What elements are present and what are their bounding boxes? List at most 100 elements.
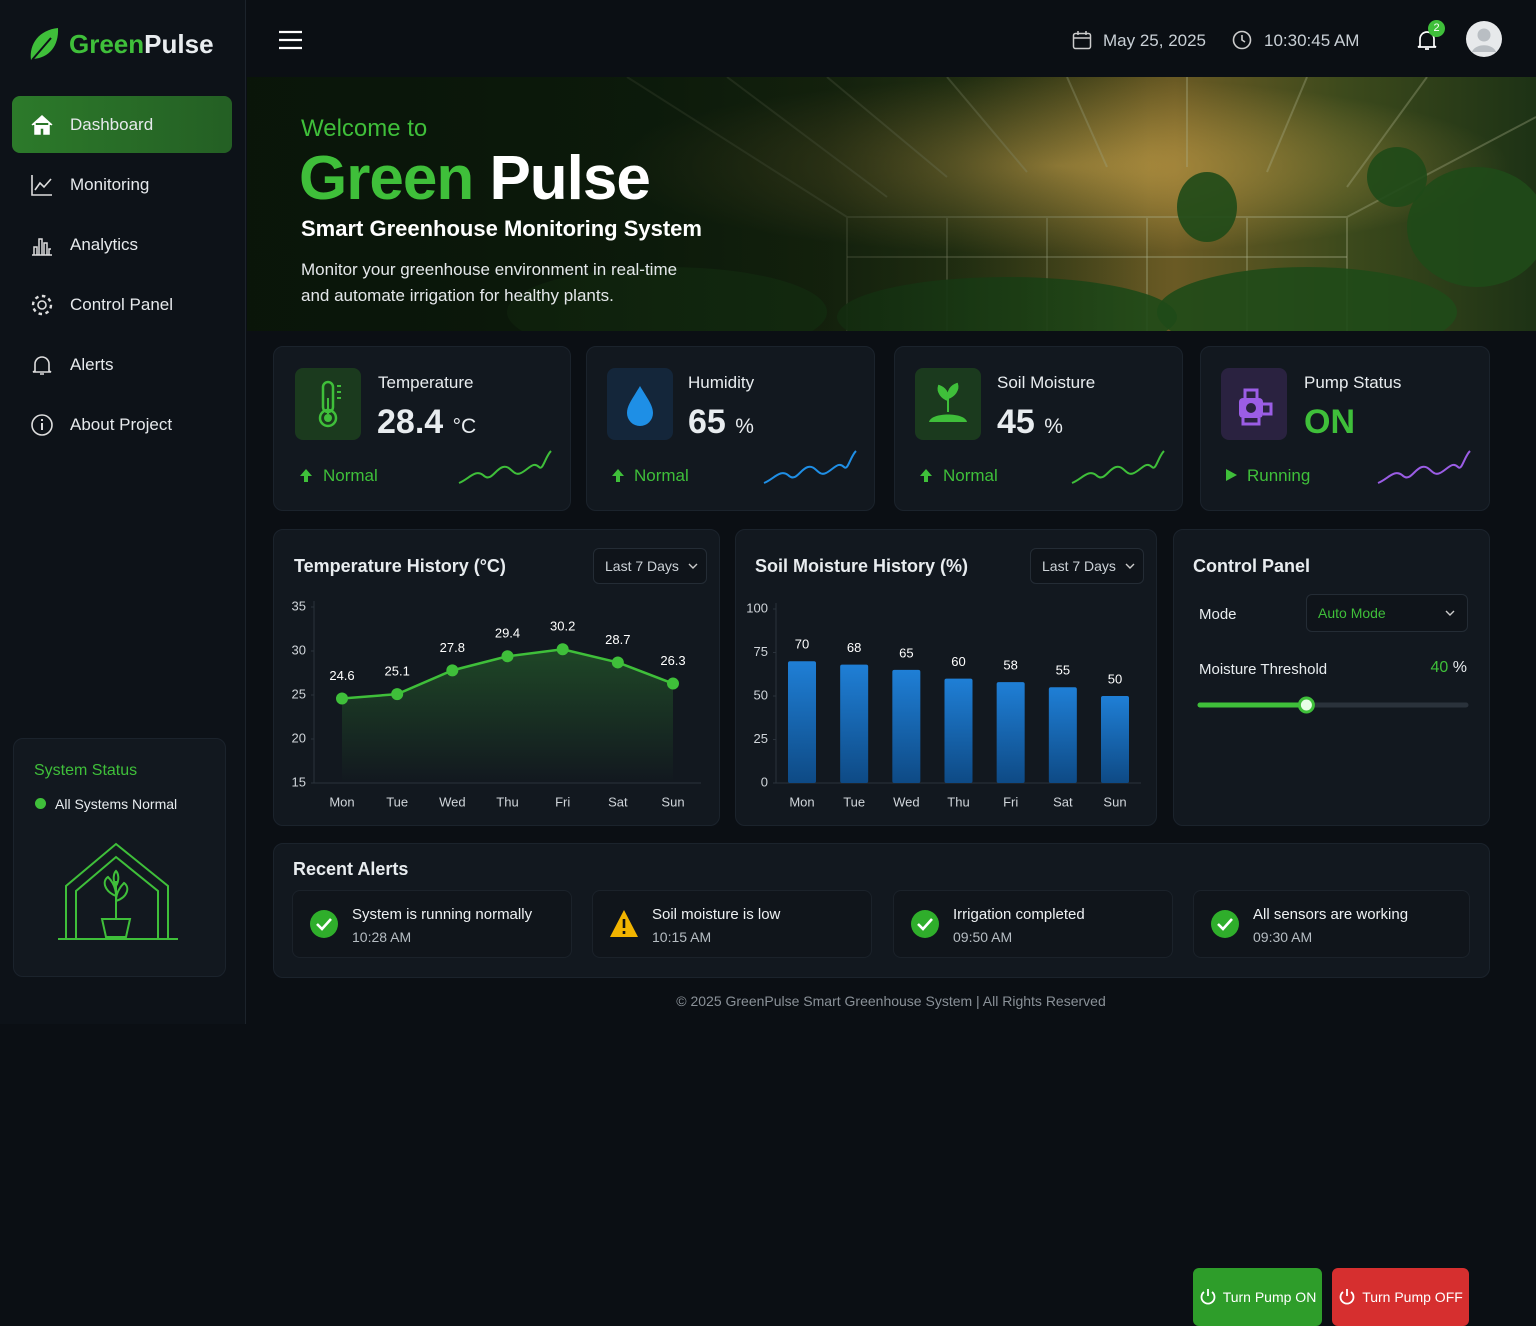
data-label: 55 [1056, 663, 1070, 678]
sparkline [458, 450, 552, 484]
metric-label: Temperature [378, 373, 474, 392]
data-label: 26.3 [660, 653, 685, 668]
calendar-icon [1072, 31, 1092, 50]
metric-number: 28.4 [377, 403, 444, 441]
bar [892, 669, 921, 783]
status-dot [35, 798, 46, 809]
data-label: 24.6 [329, 668, 354, 683]
data-label: 27.8 [440, 640, 465, 655]
data-label: 29.4 [495, 626, 520, 641]
mode-label: Mode [1199, 606, 1237, 623]
x-tick-label: Fri [555, 794, 570, 809]
range-dropdown[interactable]: Last 7 Days [593, 548, 707, 584]
notification-badge: 2 [1428, 20, 1445, 37]
sidebar: GreenPulse Dashboard Monitoring Analytic… [0, 0, 246, 1024]
x-tick-label: Fri [1003, 794, 1018, 809]
header-time: 10:30:45 AM [1264, 31, 1360, 50]
hero-image [247, 77, 1536, 331]
point [611, 656, 624, 669]
metric-icon [915, 368, 981, 440]
bar [840, 664, 869, 783]
chart-title: Temperature History (°C) [294, 556, 506, 576]
alert-text: All sensors are working [1253, 906, 1409, 923]
y-tick-label: 20 [292, 730, 306, 745]
y-tick-label: 0 [761, 774, 768, 789]
control-panel-title: Control Panel [1193, 556, 1311, 576]
nav-label: Alerts [70, 354, 114, 374]
alert-text: Soil moisture is low [652, 906, 781, 923]
point [501, 650, 514, 663]
dropdown-label: Last 7 Days [1042, 558, 1116, 574]
data-label: 68 [847, 640, 861, 655]
alert-item: All sensors are working 09:30 AM [1193, 890, 1470, 958]
metric-label: Soil Moisture [997, 373, 1096, 392]
logo-part: Pulse [144, 29, 214, 59]
system-status-title: System Status [34, 762, 138, 779]
sparkline [1071, 450, 1165, 484]
threshold-slider[interactable] [1194, 694, 1474, 718]
x-tick-label: Tue [843, 794, 865, 809]
point [336, 692, 348, 705]
nav-item[interactable]: Alerts [12, 336, 232, 393]
metric-card: Humidity 65 % Normal [586, 346, 875, 511]
x-tick-label: Thu [496, 794, 518, 809]
nav-item[interactable]: Dashboard [12, 96, 232, 153]
mode-value: Auto Mode [1318, 605, 1386, 621]
metric-unit: °C [452, 415, 477, 438]
nav-label: Monitoring [70, 174, 150, 194]
hero-description: Monitor your greenhouse environment in r… [301, 260, 678, 305]
range-dropdown[interactable]: Last 7 Days [1030, 548, 1144, 584]
y-tick-label: 35 [292, 598, 306, 613]
status-arrow [920, 469, 932, 482]
user-avatar[interactable] [1466, 21, 1502, 57]
hero-welcome: Welcome to [301, 115, 428, 142]
top-bar: May 25, 2025 10:30:45 AM 2 [246, 0, 1536, 77]
x-tick-label: Sat [1053, 794, 1073, 809]
metric-value: 28.4 °C [377, 403, 476, 442]
clock-icon [1232, 30, 1252, 50]
status-arrow [300, 469, 312, 482]
pump-on-button[interactable]: Turn Pump ON [1193, 1268, 1322, 1326]
nav-item[interactable]: Analytics [12, 216, 232, 273]
metric-status: Normal [323, 466, 378, 485]
mode-dropdown[interactable]: Auto Mode [1306, 594, 1468, 632]
pump-off-button[interactable]: Turn Pump OFF [1332, 1268, 1469, 1326]
nav-item[interactable]: About Project [12, 396, 232, 453]
soil-chart-card: Soil Moisture History (%) Last 7 Days 0 2… [735, 529, 1157, 826]
metric-card: Soil Moisture 45 % Normal [894, 346, 1183, 511]
hero-banner: Welcome to Green Pulse Smart Greenhouse … [247, 77, 1536, 331]
hero-subtitle: Smart Greenhouse Monitoring System [301, 216, 702, 241]
metric-number: 65 [688, 403, 726, 441]
logo-icon [30, 28, 59, 61]
x-tick-label: Wed [893, 794, 920, 809]
metric-icon [295, 368, 361, 440]
nav-item[interactable]: Monitoring [12, 156, 232, 213]
metric-card: Pump Status ON Running [1200, 346, 1490, 511]
nav-item[interactable]: Control Panel [12, 276, 232, 333]
y-tick-label: 25 [292, 686, 306, 701]
nav-icon [31, 294, 53, 315]
logo-text: GreenPulse [69, 29, 214, 60]
metric-label: Pump Status [1304, 373, 1402, 392]
sparkline [763, 450, 857, 484]
bar [1048, 687, 1077, 783]
logo-part: Green [69, 29, 145, 59]
bar-chart: 0 25 50 75 100 Mon Tue Wed Thu Fri Sat Sun 70 68 65 60 5… [746, 600, 1141, 809]
x-tick-label: Mon [789, 794, 814, 809]
x-tick-label: Tue [386, 794, 408, 809]
menu-button[interactable] [279, 30, 303, 50]
data-label: 65 [899, 645, 913, 660]
x-tick-label: Sun [1103, 794, 1126, 809]
alert-time: 09:50 AM [953, 929, 1013, 945]
metric-unit: % [1044, 415, 1063, 438]
status-arrow [612, 469, 624, 482]
metric-value: 45 % [997, 403, 1063, 442]
line-chart: 15 20 25 30 35 Mon Tue Wed Thu Fri Sat Sun 24.6 25.1 2… [292, 598, 701, 809]
y-tick-label: 15 [292, 774, 306, 789]
metric-label: Humidity [688, 373, 755, 392]
alert-text: Irrigation completed [953, 906, 1085, 923]
data-label: 25.1 [385, 664, 410, 679]
greenhouse-illustration [58, 842, 178, 940]
alert-item: System is running normally 10:28 AM [292, 890, 572, 958]
metric-status: Normal [634, 466, 689, 485]
